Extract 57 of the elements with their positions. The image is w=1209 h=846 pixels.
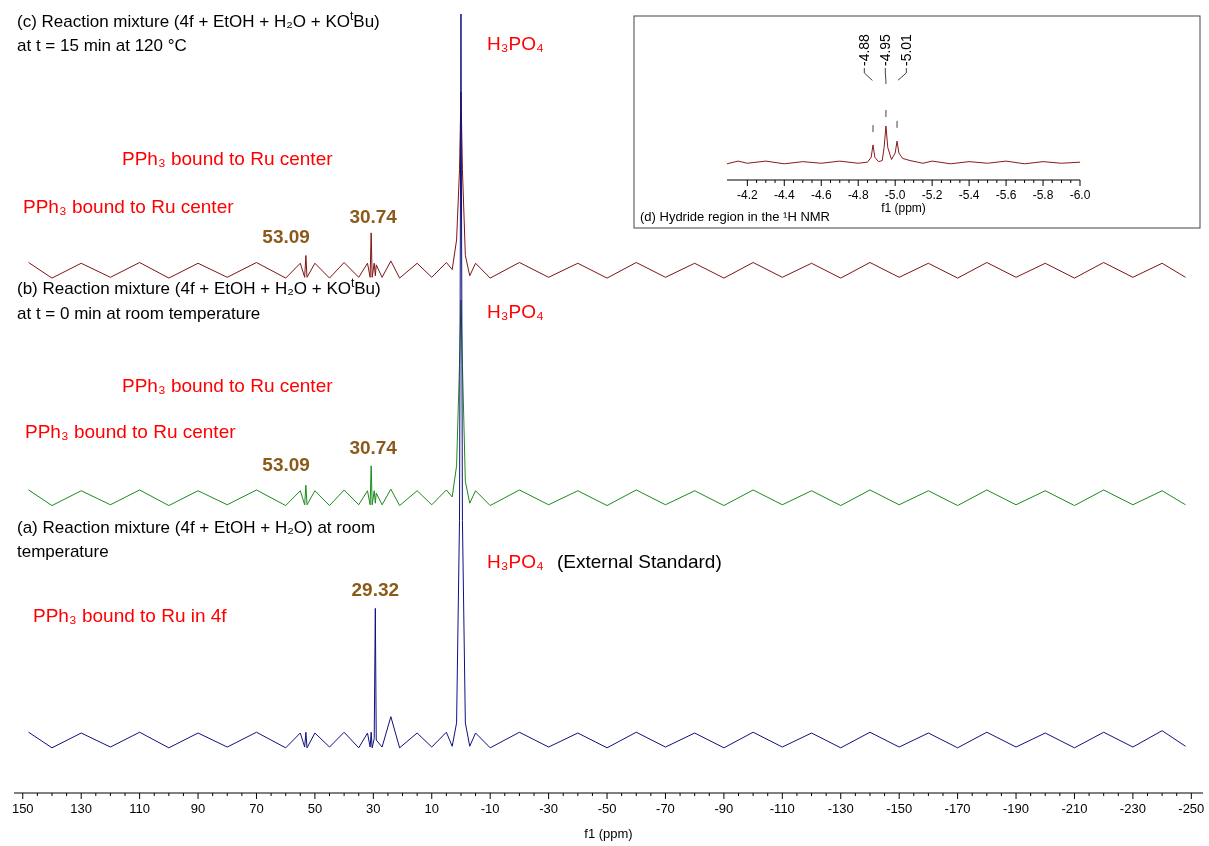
annotation: temperature xyxy=(17,542,109,561)
annotation: PPh₃ bound to Ru center xyxy=(122,375,334,396)
x-axis-title: f1 (ppm) xyxy=(584,826,633,841)
x-tick-label: -150 xyxy=(886,801,913,816)
x-tick-label: -190 xyxy=(1003,801,1030,816)
annotation: (External Standard) xyxy=(557,551,722,572)
x-tick-label: -5.6 xyxy=(995,188,1017,202)
x-tick-label: 30 xyxy=(366,801,381,816)
x-tick-label: -170 xyxy=(944,801,971,816)
annotation: 53.09 xyxy=(262,226,310,248)
annotation: (d) Hydride region in the ¹H NMR xyxy=(640,209,831,224)
x-tick-label: -4.6 xyxy=(810,188,832,202)
x-tick-label: -10 xyxy=(480,801,500,816)
x-tick-label: 110 xyxy=(129,801,150,816)
annotation: at t = 15 min at 120 °C xyxy=(17,36,187,55)
annotation: -4.88 xyxy=(856,33,873,66)
x-tick-label: -5.8 xyxy=(1032,188,1054,202)
x-tick-label: 150 xyxy=(11,801,34,816)
annotation: PPh₃ bound to Ru in 4f xyxy=(33,605,228,626)
x-tick-label: 70 xyxy=(249,801,264,816)
x-tick-label: 10 xyxy=(424,801,439,816)
x-tick-label: -70 xyxy=(656,801,675,816)
x-tick-label: -4.2 xyxy=(736,188,758,202)
annotation: H₃PO₄ xyxy=(487,33,544,54)
x-tick-label: -5.0 xyxy=(884,188,906,202)
annotation: (a) Reaction mixture (4f + EtOH + H₂O) at room xyxy=(17,518,376,537)
annotation: (c) Reaction mixture (4f + EtOH + H₂O + KO$^{t}$Bu) xyxy=(17,9,380,31)
x-tick-label: -230 xyxy=(1119,801,1146,816)
x-tick-label: -50 xyxy=(597,801,617,816)
x-tick-label: -4.8 xyxy=(847,188,869,202)
x-tick-label: -110 xyxy=(769,801,795,816)
annotation: H₃PO₄ xyxy=(487,301,544,322)
x-tick-label: -30 xyxy=(539,801,559,816)
annotation: 29.32 xyxy=(351,579,400,601)
annotation: 53.09 xyxy=(262,454,310,476)
annotation: (b) Reaction mixture (4f + EtOH + H₂O + KO$^{t}$Bu) xyxy=(17,276,381,298)
annotation: at t = 0 min at room temperature xyxy=(17,304,261,323)
annotation: PPh₃ bound to Ru center xyxy=(23,196,235,217)
annotation: H₃PO₄ xyxy=(487,551,544,572)
x-tick-label: 90 xyxy=(190,801,206,816)
x-tick-label: -4.4 xyxy=(773,188,795,202)
annotation: 30.74 xyxy=(349,205,398,227)
annotation: PPh₃ bound to Ru center xyxy=(25,421,237,442)
x-tick-label: 130 xyxy=(70,801,93,816)
annotation: 30.74 xyxy=(349,436,398,458)
x-tick-label: -6.0 xyxy=(1069,188,1091,202)
x-tick-label: -130 xyxy=(827,801,854,816)
x-tick-label: -250 xyxy=(1178,801,1205,816)
annotation: -5.01 xyxy=(898,33,915,66)
x-tick-label: 50 xyxy=(307,801,323,816)
x-tick-label: -90 xyxy=(714,801,734,816)
annotation: -4.95 xyxy=(877,33,894,66)
x-tick-label: -210 xyxy=(1061,801,1088,816)
x-tick-label: -5.2 xyxy=(921,188,943,202)
x-tick-label: -5.4 xyxy=(958,188,980,202)
annotation: PPh₃ bound to Ru center xyxy=(122,148,334,169)
x-axis-title: f1 (ppm) xyxy=(881,201,926,215)
